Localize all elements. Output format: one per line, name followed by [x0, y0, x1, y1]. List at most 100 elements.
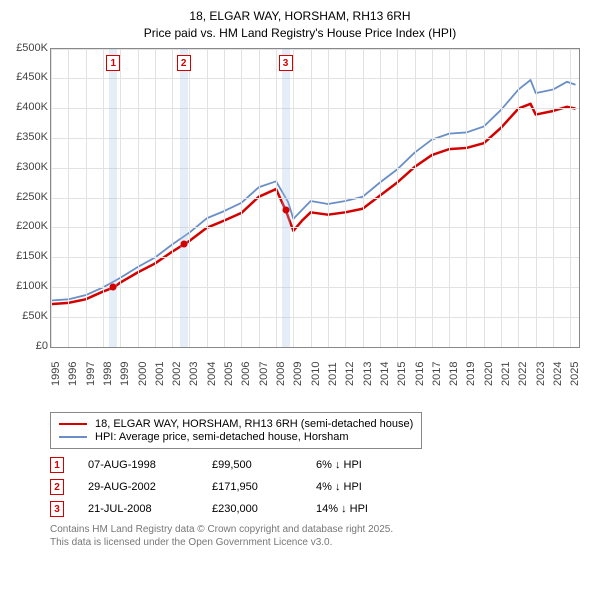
transaction-marker-3: 3 [279, 55, 293, 71]
gridline-v [138, 49, 139, 347]
price-dot [110, 284, 117, 291]
x-tick-label: 2017 [431, 361, 443, 385]
x-tick-label: 2001 [154, 361, 166, 385]
x-tick-label: 2015 [396, 361, 408, 385]
chart-area: £0£50K£100K£150K£200K£250K£300K£350K£400… [10, 48, 590, 408]
transaction-marker-1: 1 [106, 55, 120, 71]
gridline-v [432, 49, 433, 347]
x-tick-label: 2016 [414, 361, 426, 385]
gridline-h [51, 198, 579, 199]
gridline-h [51, 287, 579, 288]
x-tick-label: 1997 [85, 361, 97, 385]
gridline-h [51, 49, 579, 50]
x-tick-label: 2009 [292, 361, 304, 385]
x-tick-label: 2022 [517, 361, 529, 385]
gridline-v [449, 49, 450, 347]
gridline-v [293, 49, 294, 347]
legend-label-subject: 18, ELGAR WAY, HORSHAM, RH13 6RH (semi-d… [95, 418, 413, 430]
gridline-v [311, 49, 312, 347]
tx-number: 2 [50, 479, 64, 495]
gridline-v [51, 49, 52, 347]
title-block: 18, ELGAR WAY, HORSHAM, RH13 6RH Price p… [10, 8, 590, 42]
gridline-v [553, 49, 554, 347]
footer-line-2: This data is licensed under the Open Gov… [50, 536, 590, 549]
legend-item-hpi: HPI: Average price, semi-detached house,… [59, 431, 413, 443]
legend-swatch-hpi [59, 436, 87, 438]
legend-swatch-subject [59, 423, 87, 425]
gridline-v [345, 49, 346, 347]
title-line-2: Price paid vs. HM Land Registry's House … [10, 25, 590, 42]
x-tick-label: 2024 [552, 361, 564, 385]
y-tick-label: £250K [16, 191, 48, 203]
gridline-v [207, 49, 208, 347]
gridline-v [536, 49, 537, 347]
gridline-h [51, 168, 579, 169]
y-tick-label: £200K [16, 220, 48, 232]
tx-date: 21-JUL-2008 [88, 503, 188, 515]
price-dot [180, 241, 187, 248]
y-tick-label: £500K [16, 42, 48, 54]
y-tick-label: £350K [16, 131, 48, 143]
x-tick-label: 2021 [500, 361, 512, 385]
gridline-v [363, 49, 364, 347]
x-tick-label: 2023 [535, 361, 547, 385]
x-tick-label: 2025 [569, 361, 581, 385]
title-line-1: 18, ELGAR WAY, HORSHAM, RH13 6RH [10, 8, 590, 25]
tx-diff: 6% ↓ HPI [316, 459, 406, 471]
y-axis: £0£50K£100K£150K£200K£250K£300K£350K£400… [10, 48, 50, 348]
gridline-v [189, 49, 190, 347]
x-tick-label: 2004 [206, 361, 218, 385]
x-tick-label: 1996 [67, 361, 79, 385]
y-tick-label: £300K [16, 161, 48, 173]
y-tick-label: £50K [22, 310, 48, 322]
chart-container: 18, ELGAR WAY, HORSHAM, RH13 6RH Price p… [0, 0, 600, 590]
legend-item-subject: 18, ELGAR WAY, HORSHAM, RH13 6RH (semi-d… [59, 418, 413, 430]
x-tick-label: 2006 [240, 361, 252, 385]
footer-line-1: Contains HM Land Registry data © Crown c… [50, 523, 590, 536]
gridline-v [570, 49, 571, 347]
tx-price: £99,500 [212, 459, 292, 471]
x-tick-label: 2011 [327, 362, 339, 386]
gridline-v [241, 49, 242, 347]
x-tick-label: 2018 [448, 361, 460, 385]
transaction-band [109, 49, 117, 347]
x-tick-label: 2010 [310, 361, 322, 385]
gridline-v [328, 49, 329, 347]
x-tick-label: 2014 [379, 361, 391, 385]
tx-price: £171,950 [212, 481, 292, 493]
x-tick-label: 2005 [223, 361, 235, 385]
x-tick-label: 2007 [258, 361, 270, 385]
y-tick-label: £400K [16, 101, 48, 113]
x-tick-label: 2012 [344, 361, 356, 385]
gridline-h [51, 78, 579, 79]
tx-date: 07-AUG-1998 [88, 459, 188, 471]
gridline-v [501, 49, 502, 347]
tx-number: 1 [50, 457, 64, 473]
x-tick-label: 2008 [275, 361, 287, 385]
x-axis: 1995199619971998199920002001200220032004… [50, 352, 580, 402]
footer: Contains HM Land Registry data © Crown c… [50, 523, 590, 549]
legend: 18, ELGAR WAY, HORSHAM, RH13 6RH (semi-d… [50, 412, 422, 449]
gridline-v [120, 49, 121, 347]
gridline-v [259, 49, 260, 347]
plot-area: 1 2 3 [50, 48, 580, 348]
gridline-v [466, 49, 467, 347]
tx-date: 29-AUG-2002 [88, 481, 188, 493]
x-tick-label: 2019 [465, 361, 477, 385]
gridline-h [51, 138, 579, 139]
tx-price: £230,000 [212, 503, 292, 515]
gridline-h [51, 108, 579, 109]
tx-number: 3 [50, 501, 64, 517]
transaction-row: 229-AUG-2002£171,9504% ↓ HPI [50, 479, 590, 495]
y-tick-label: £450K [16, 71, 48, 83]
x-tick-label: 1995 [50, 361, 62, 385]
transaction-row: 1 07-AUG-1998 £99,500 6% ↓ HPI [50, 457, 590, 473]
transaction-marker-2: 2 [177, 55, 191, 71]
gridline-v [415, 49, 416, 347]
gridline-h [51, 317, 579, 318]
gridline-v [518, 49, 519, 347]
gridline-h [51, 227, 579, 228]
x-tick-label: 1999 [119, 361, 131, 385]
gridline-v [276, 49, 277, 347]
gridline-v [172, 49, 173, 347]
